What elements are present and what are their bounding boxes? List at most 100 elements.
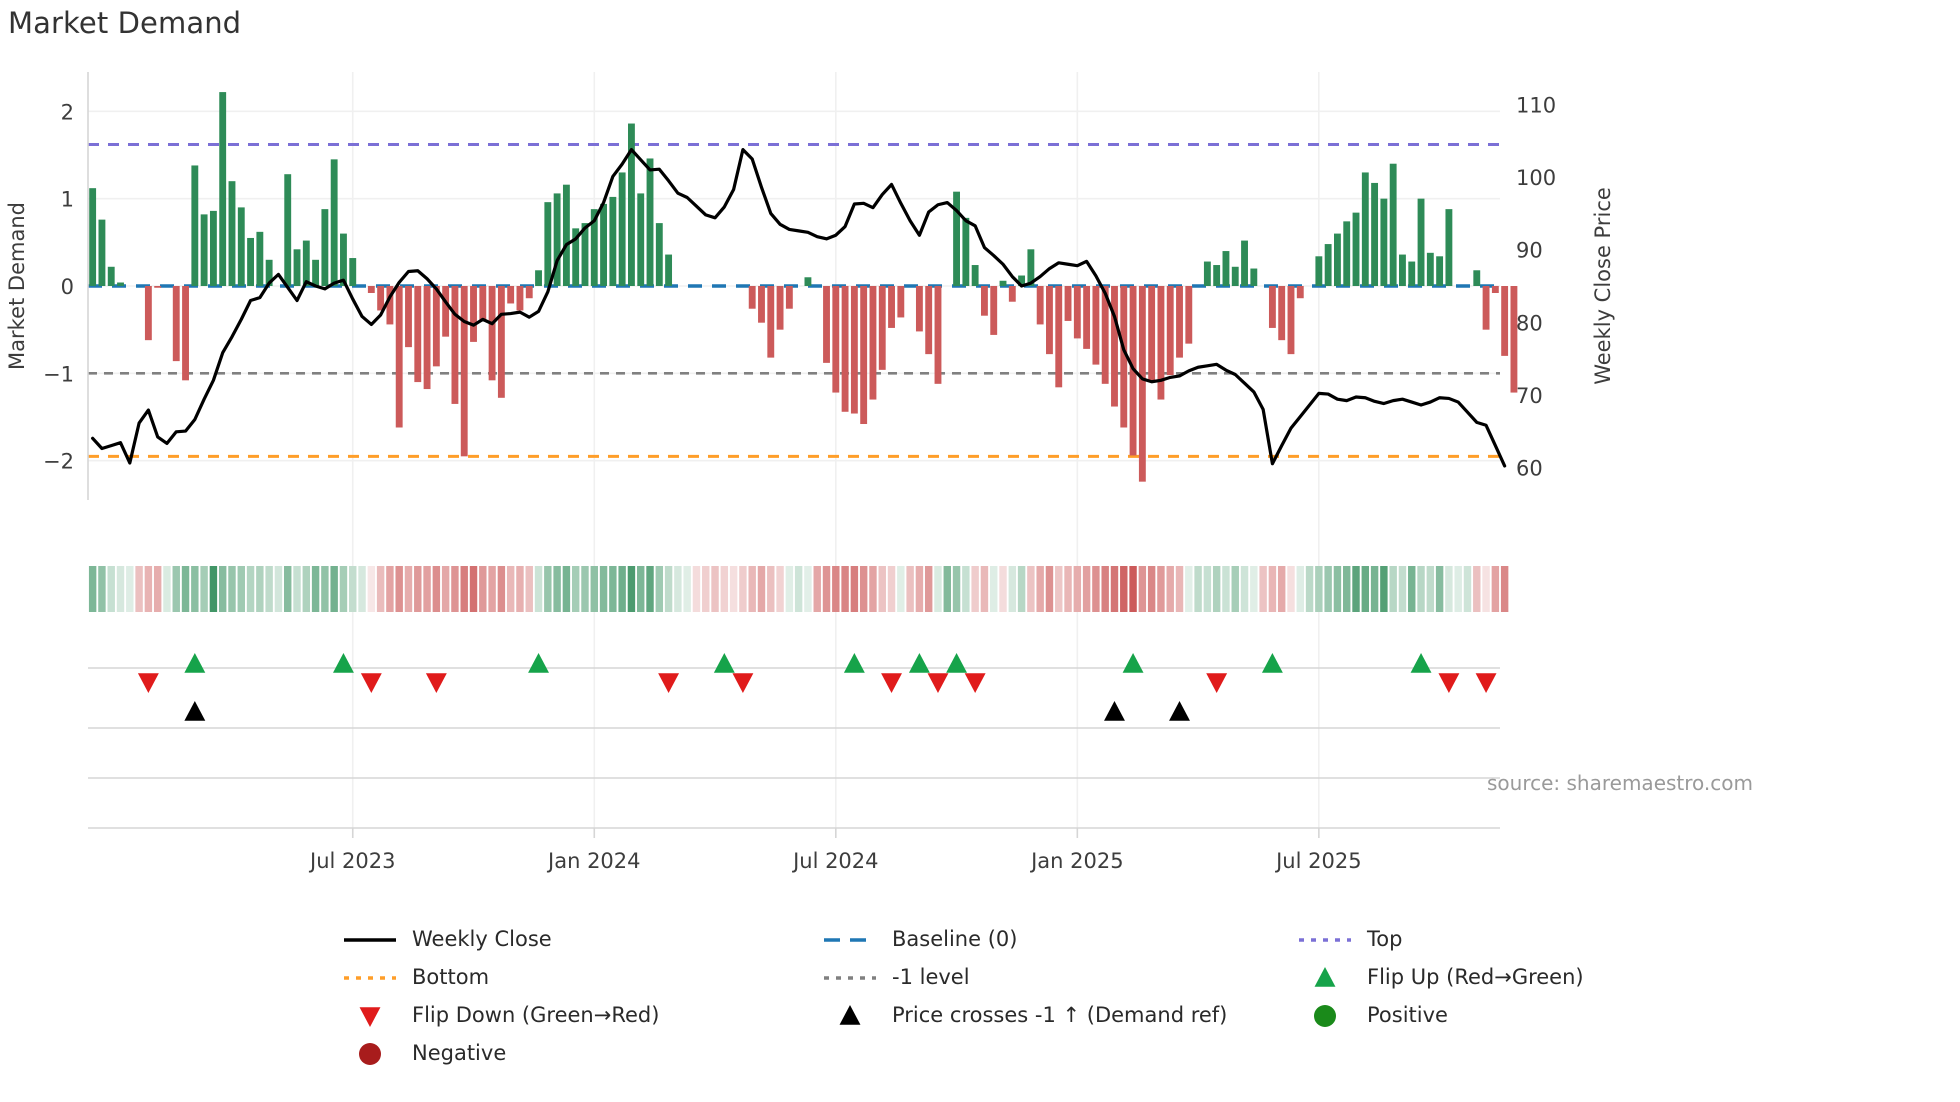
heatmap-cell (460, 566, 468, 612)
demand-bar (971, 265, 979, 286)
demand-bar (562, 184, 570, 286)
heatmap-cell (126, 566, 134, 612)
heatmap-cell (729, 566, 738, 612)
demand-bar (432, 286, 440, 367)
legend-item[interactable]: Top (1299, 927, 1402, 951)
heatmap-cell (655, 566, 664, 612)
reference-lines-layer (88, 142, 1500, 458)
heatmap-cell (181, 566, 190, 612)
legend-item[interactable]: Bottom (344, 965, 489, 989)
demand-bar (758, 286, 765, 323)
heatmap-cell (1259, 566, 1267, 612)
flip-up-marker (528, 653, 549, 673)
heatmap-cell (609, 566, 617, 612)
heatmap-cell (1426, 566, 1435, 612)
heatmap-cell (534, 566, 543, 612)
heatmap-cell (999, 566, 1007, 612)
demand-bar (117, 282, 124, 286)
heatmap-cell (1147, 566, 1156, 612)
demand-bar (850, 286, 858, 414)
heatmap-cell (1017, 566, 1026, 612)
demand-bar (1399, 254, 1406, 286)
heatmap-cell (1417, 566, 1425, 612)
heatmap-cell (776, 566, 784, 612)
signal-markers-layer (137, 653, 1497, 721)
source-note: source: sharemaestro.com (1487, 771, 1753, 795)
legend-item-label: -1 level (892, 965, 970, 989)
legend-item[interactable]: Price crosses -1 ↑ (Demand ref) (839, 1003, 1228, 1027)
demand-bar (1083, 286, 1091, 349)
heatmap-cell (1055, 566, 1063, 612)
heatmap-cell (311, 566, 320, 612)
demand-bar (999, 280, 1007, 286)
x-axis-tick-label: Jul 2023 (308, 849, 395, 873)
demand-bar (442, 286, 450, 337)
heatmap-cell (1343, 566, 1351, 612)
legend-item[interactable]: Baseline (0) (824, 927, 1017, 951)
demand-bar (1055, 286, 1063, 388)
heatmap-cell (1073, 566, 1082, 612)
demand-bar (897, 286, 905, 318)
demand-bar (414, 286, 422, 383)
legend-item[interactable]: Weekly Close (344, 927, 552, 951)
right-axis-title: Weekly Close Price (1591, 187, 1615, 385)
heatmap-cell (469, 566, 478, 612)
heatmap-cell (423, 566, 431, 612)
demand-bar (1296, 286, 1304, 299)
heatmap-cell (1092, 566, 1100, 612)
heatmap-cell (200, 566, 208, 612)
demand-bar (98, 219, 106, 286)
demand-bar (330, 159, 338, 286)
demand-bar (832, 286, 840, 393)
right-axis-tick: 80 (1516, 311, 1543, 335)
heatmap-cell (330, 566, 338, 612)
demand-bars-layer (89, 92, 1518, 482)
demand-bar (191, 165, 199, 286)
demand-bar (637, 193, 645, 286)
demand-bar (182, 286, 189, 381)
demand-bar (172, 286, 180, 362)
legend-item[interactable]: -1 level (824, 965, 970, 989)
demand-bar (1092, 286, 1100, 365)
left-axis-tick: 2 (61, 100, 74, 124)
heatmap-cell (1352, 566, 1360, 612)
legend-glyph-triangle-up (839, 1005, 861, 1025)
heatmap-cell (293, 566, 301, 612)
heatmap-cell (813, 566, 821, 612)
heatmap-cell (599, 566, 608, 612)
flip-up-marker (1261, 653, 1283, 673)
heatmap-cell (739, 566, 747, 612)
heatmap-cell (962, 566, 970, 612)
demand-bar (925, 286, 933, 355)
legend-item[interactable]: Flip Up (Red→Green) (1314, 965, 1584, 989)
heatmap-cell (1491, 566, 1500, 612)
price-cross-marker (184, 701, 206, 721)
demand-bar (1389, 163, 1397, 286)
demand-bar (312, 259, 320, 286)
legend-layer[interactable]: Weekly Close Baseline (0) Top Bottom -1 leve… (344, 927, 1584, 1065)
demand-bar (1027, 249, 1035, 286)
heatmap-cell (590, 566, 598, 612)
heatmap-cell (404, 566, 413, 612)
heatmap-cell (339, 566, 348, 612)
legend-item[interactable]: Flip Down (Green→Red) (359, 1003, 660, 1027)
heatmap-cell (163, 566, 171, 612)
legend-item-label: Bottom (412, 965, 489, 989)
flip-down-marker (732, 673, 754, 693)
legend-item[interactable]: Negative (359, 1041, 506, 1065)
demand-bar (1352, 212, 1360, 286)
price-cross-marker (1169, 701, 1190, 721)
heatmap-cell (683, 566, 691, 612)
heatmap-cell (1194, 566, 1202, 612)
heatmap-cell (256, 566, 264, 612)
demand-bar (1417, 198, 1425, 286)
demand-bar (1138, 286, 1146, 482)
legend-item[interactable]: Positive (1314, 1003, 1448, 1027)
right-axis-tick: 70 (1516, 384, 1543, 408)
demand-bar (1510, 286, 1518, 393)
heatmap-cell (869, 566, 877, 612)
heatmap-strip-layer (88, 566, 1509, 612)
legend-item-label: Positive (1367, 1003, 1448, 1027)
demand-bar (265, 259, 273, 286)
